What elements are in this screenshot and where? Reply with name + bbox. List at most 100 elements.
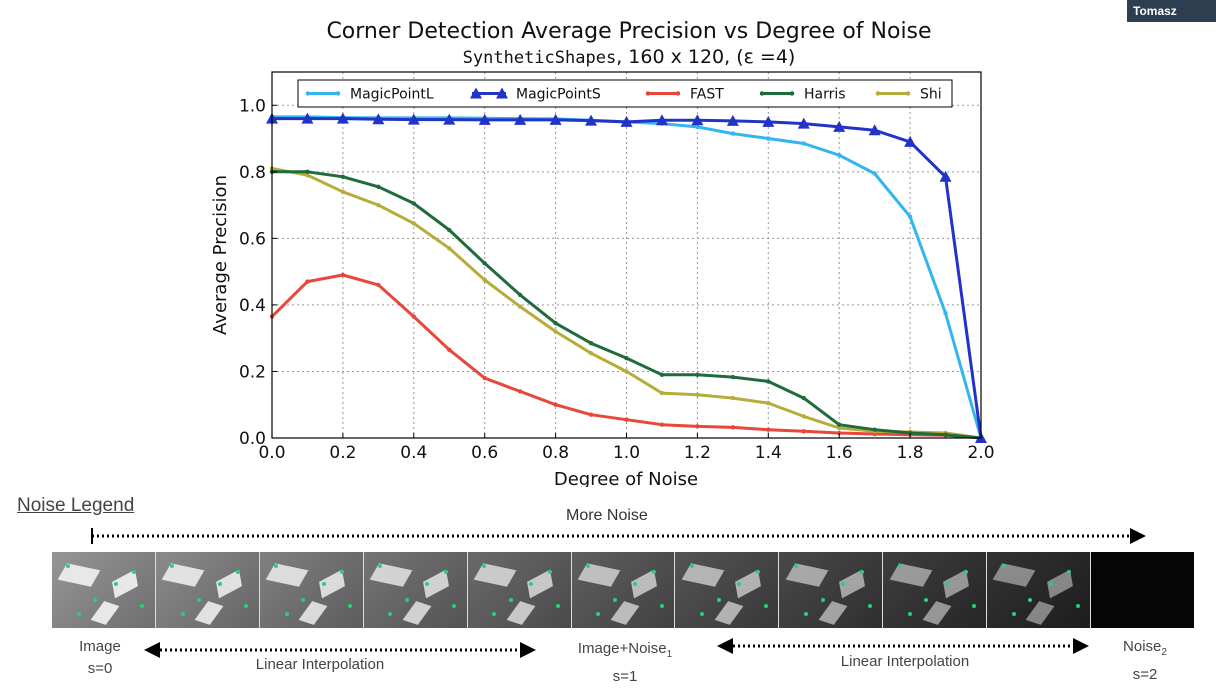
corner-dot — [1075, 604, 1080, 608]
x-tick-label: 0.6 — [471, 443, 498, 463]
caption-noise-sub: 2 — [1161, 647, 1167, 658]
point-magicpointl — [766, 136, 771, 141]
x-tick-label: 1.4 — [755, 443, 782, 463]
corner-dot — [1067, 570, 1072, 574]
caption-image-noise-text: Image+Noise — [577, 640, 667, 657]
caption-linear-2: Linear Interpolation — [840, 653, 970, 670]
point-shi — [659, 390, 665, 396]
point-magicpoints — [691, 114, 704, 126]
corner-dot — [217, 582, 222, 586]
noise-frame — [259, 552, 364, 628]
corner-dot — [244, 604, 249, 608]
shape-thumbnail — [785, 563, 828, 587]
point-harris — [517, 292, 523, 298]
legend-label-magicpoints: MagicPointS — [516, 87, 601, 103]
interp2-arrowhead-right — [1073, 638, 1089, 654]
point-harris — [340, 174, 346, 180]
point-fast — [305, 279, 310, 284]
noise-frame — [675, 552, 780, 628]
corner-dot — [820, 598, 825, 602]
corner-dot — [859, 570, 864, 574]
corner-dot — [1028, 598, 1033, 602]
corner-dot — [841, 582, 846, 586]
point-shi — [766, 400, 771, 406]
chart-subtitle-dataset: SyntheticShapes — [463, 48, 617, 68]
corner-dot — [443, 570, 448, 574]
corner-dot — [1048, 582, 1053, 586]
point-fast — [553, 402, 558, 407]
point-harris — [411, 201, 416, 206]
point-magicpointl — [801, 141, 806, 146]
corner-dot — [793, 564, 798, 568]
point-magicpointl — [872, 171, 877, 176]
y-axis-label: Average Precision — [210, 175, 231, 335]
point-shi — [376, 202, 381, 208]
point-shi — [695, 392, 700, 397]
y-tick-label: 0.2 — [239, 362, 266, 382]
point-magicpoints — [939, 170, 952, 182]
point-harris — [376, 184, 381, 189]
corner-dot — [547, 570, 552, 574]
corner-dot — [737, 582, 742, 586]
point-harris — [624, 355, 629, 361]
point-magicpoints — [443, 113, 456, 125]
point-magicpointl — [943, 311, 948, 316]
x-tick-label: 1.2 — [684, 443, 711, 463]
y-tick-label: 0.6 — [239, 229, 266, 249]
x-tick-label: 1.0 — [613, 443, 640, 463]
caption-noise-label: Noise2 — [1110, 636, 1180, 664]
corner-dot — [1011, 612, 1016, 616]
caption-image-noise: Image+Noise1 s=1 — [555, 638, 695, 688]
corner-dot — [300, 598, 305, 602]
corner-dot — [113, 582, 118, 586]
shape-thumbnail — [57, 563, 101, 587]
x-axis-label: Degree of Noise — [554, 469, 698, 487]
corner-dot — [556, 604, 561, 608]
point-shi — [553, 329, 558, 334]
corner-dot — [651, 570, 656, 574]
interp1-arrowhead-right — [520, 642, 536, 658]
legend-marker-harris — [789, 91, 795, 96]
noise-frame — [1091, 552, 1194, 628]
corner-dot — [66, 564, 71, 568]
corner-dot — [93, 598, 98, 602]
noise-frame — [779, 552, 884, 628]
interp2-arrowhead-left — [717, 638, 733, 654]
point-magicpoints — [514, 113, 527, 125]
corner-dot — [140, 604, 145, 608]
point-fast — [340, 272, 346, 278]
point-magicpoints — [301, 112, 314, 124]
point-shi — [411, 221, 416, 226]
corner-dot — [907, 612, 912, 616]
point-shi — [517, 304, 523, 309]
point-shi — [482, 277, 487, 283]
chart-subtitle-params: , 160 x 120, (ε =4) — [616, 46, 795, 68]
shape-thumbnail — [473, 563, 517, 587]
noise-image-strip — [52, 552, 1194, 628]
legend-marker-fast — [645, 91, 651, 96]
point-fast — [482, 375, 487, 381]
x-tick-label: 1.8 — [897, 443, 924, 463]
corner-dot — [804, 612, 809, 616]
point-fast — [447, 347, 452, 353]
point-magicpoints — [726, 114, 739, 126]
shape-thumbnail — [1026, 601, 1055, 625]
corner-dot — [425, 582, 430, 586]
shape-thumbnail — [922, 601, 951, 625]
corner-dot — [132, 570, 137, 574]
caption-noise: Noise2 s=2 — [1110, 636, 1180, 686]
shape-thumbnail — [161, 563, 205, 587]
caption-image-label: Image — [79, 638, 121, 655]
point-magicpointl — [837, 152, 842, 158]
shape-thumbnail — [369, 563, 413, 587]
legend-marker-shi — [905, 91, 911, 96]
point-magicpointl — [907, 214, 913, 219]
legend-marker-magicpoints — [496, 87, 508, 99]
shape-thumbnail — [818, 601, 848, 625]
caption-image-noise-sub: 1 — [666, 649, 673, 660]
corner-dot — [236, 570, 241, 574]
legend-label-fast: FAST — [690, 87, 724, 103]
point-shi — [340, 189, 346, 194]
y-tick-label: 0.4 — [239, 296, 266, 316]
corner-dot — [284, 612, 289, 616]
